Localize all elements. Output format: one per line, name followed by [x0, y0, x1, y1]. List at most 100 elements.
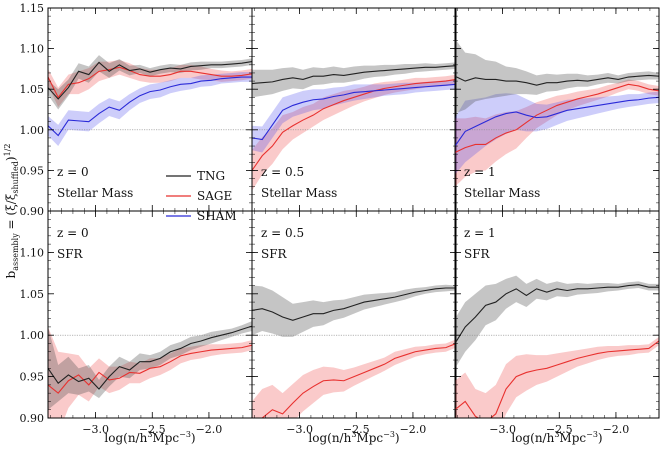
x-label-part: ) — [598, 431, 603, 445]
line-sham — [48, 76, 252, 137]
y-label-sub2: shuffled — [11, 161, 20, 194]
x-tick-label: −3.0 — [286, 423, 313, 436]
line-sage — [48, 66, 252, 99]
x-label-part: ) — [191, 431, 196, 445]
x-label-part: 3 — [351, 430, 356, 439]
panel-redshift-label: z = 0 — [57, 165, 89, 179]
panel-property-label: SFR — [57, 247, 84, 261]
panel-property-label: Stellar Mass — [464, 186, 540, 200]
line-sham — [252, 83, 456, 141]
x-tick-label: −2.5 — [546, 423, 573, 436]
legend-label-sage: SAGE — [197, 189, 232, 203]
line-sage — [48, 344, 252, 394]
x-label-part: log(n/h — [104, 431, 147, 445]
y-tick-label: 1.05 — [20, 83, 45, 96]
line-tng — [252, 65, 456, 85]
y-tick-label: 1.00 — [20, 329, 45, 342]
panel-redshift-label: z = 0.5 — [261, 165, 304, 179]
y-tick-label: 1.10 — [20, 43, 45, 56]
line-sage — [261, 342, 456, 418]
plot-area — [252, 284, 456, 418]
x-tick-label: −2.0 — [400, 423, 427, 436]
x-label-part: Mpc — [356, 431, 383, 445]
line-sham — [455, 96, 659, 147]
y-tick-label: 1.00 — [20, 124, 45, 137]
panel-frame — [454, 210, 660, 419]
y-label-end: ) — [4, 156, 18, 161]
line-sage — [455, 340, 659, 418]
band-sage — [455, 79, 659, 187]
line-tng — [252, 287, 456, 321]
x-tick-label: −3.0 — [489, 423, 516, 436]
y-tick-label: 1.15 — [20, 2, 45, 15]
panel-property-label: SFR — [261, 247, 288, 261]
x-tick-label: −2.5 — [139, 423, 166, 436]
line-tng — [48, 325, 252, 390]
line-sage — [455, 83, 659, 154]
y-label-pow: 1/2 — [3, 144, 12, 157]
y-tick-label: 0.90 — [20, 412, 45, 425]
plot-area — [48, 321, 252, 418]
line-tng — [455, 74, 659, 86]
x-axis-label: log(n/h3Mpc−3) — [511, 430, 602, 445]
band-tng — [455, 38, 659, 114]
panel-stellar-mass-z-0-5: z = 0.5 Stellar Mass — [251, 7, 457, 212]
panel-property-label: SFR — [464, 247, 491, 261]
panel-property-label: Stellar Mass — [57, 186, 133, 200]
line-sage — [252, 78, 456, 171]
x-label-part: 3 — [147, 430, 152, 439]
x-label-part: 3 — [554, 430, 559, 439]
x-tick-label: −2.5 — [343, 423, 370, 436]
band-tng — [48, 321, 252, 410]
x-label-part: −3 — [383, 430, 395, 439]
x-label-part: Mpc — [152, 431, 179, 445]
plot-area — [252, 62, 456, 191]
panel-redshift-label: z = 1 — [464, 226, 496, 240]
line-tng — [48, 61, 252, 100]
x-axis-label: log(n/h3Mpc−3) — [308, 430, 399, 445]
y-tick-label: 1.10 — [20, 246, 45, 259]
y-label-sub: assembly — [11, 233, 20, 271]
x-tick-label: −3.0 — [82, 423, 109, 436]
y-label-main: b — [4, 270, 18, 278]
plot-area — [455, 275, 659, 418]
legend: TNG SAGE SHAM — [166, 169, 237, 223]
panel-redshift-label: z = 1 — [464, 165, 496, 179]
line-tng — [455, 284, 659, 344]
legend-entry-sage: SAGE — [166, 189, 232, 203]
x-axis-label: log(n/h3Mpc−3) — [104, 430, 195, 445]
x-label-part: −3 — [586, 430, 598, 439]
plot-area — [48, 55, 252, 147]
y-tick-label: 0.90 — [20, 205, 45, 218]
band-tng — [455, 275, 659, 369]
x-tick-label: −2.0 — [196, 423, 223, 436]
panel-stellar-mass-z-1: z = 1 Stellar Mass — [454, 7, 660, 212]
band-sham — [455, 91, 659, 175]
x-label-part: ) — [395, 431, 400, 445]
x-tick-label: −2.0 — [603, 423, 630, 436]
panel-sfr-z-0: 0.900.951.001.051.10−3.0 −2.5 −2.0log(n/h3… — [20, 210, 253, 445]
y-tick-label: 0.95 — [20, 371, 45, 384]
panel-redshift-label: z = 0 — [57, 226, 89, 240]
y-tick-label: 0.95 — [20, 164, 45, 177]
legend-label-tng: TNG — [197, 169, 225, 183]
plot-area — [455, 38, 659, 187]
legend-entry-sham: SHAM — [166, 209, 237, 223]
band-sham — [252, 79, 456, 153]
y-label-rest: = (ξ/ξ — [4, 193, 18, 233]
legend-entry-tng: TNG — [166, 169, 225, 183]
band-tng — [252, 62, 456, 98]
band-tng — [48, 55, 252, 110]
x-label-part: −3 — [179, 430, 191, 439]
y-tick-label: 1.05 — [20, 288, 45, 301]
band-sham — [48, 72, 252, 147]
band-sage — [252, 339, 456, 418]
panel-stellar-mass-z-0: 0.90 0.95 1.00 1.05 1.10 1.15 z = 0 Stellar Mas… — [20, 2, 253, 218]
panel-frame — [251, 210, 457, 419]
band-sage — [455, 336, 659, 418]
x-label-part: log(n/h — [511, 431, 554, 445]
x-label-part: log(n/h — [308, 431, 351, 445]
panel-property-label: Stellar Mass — [261, 186, 337, 200]
